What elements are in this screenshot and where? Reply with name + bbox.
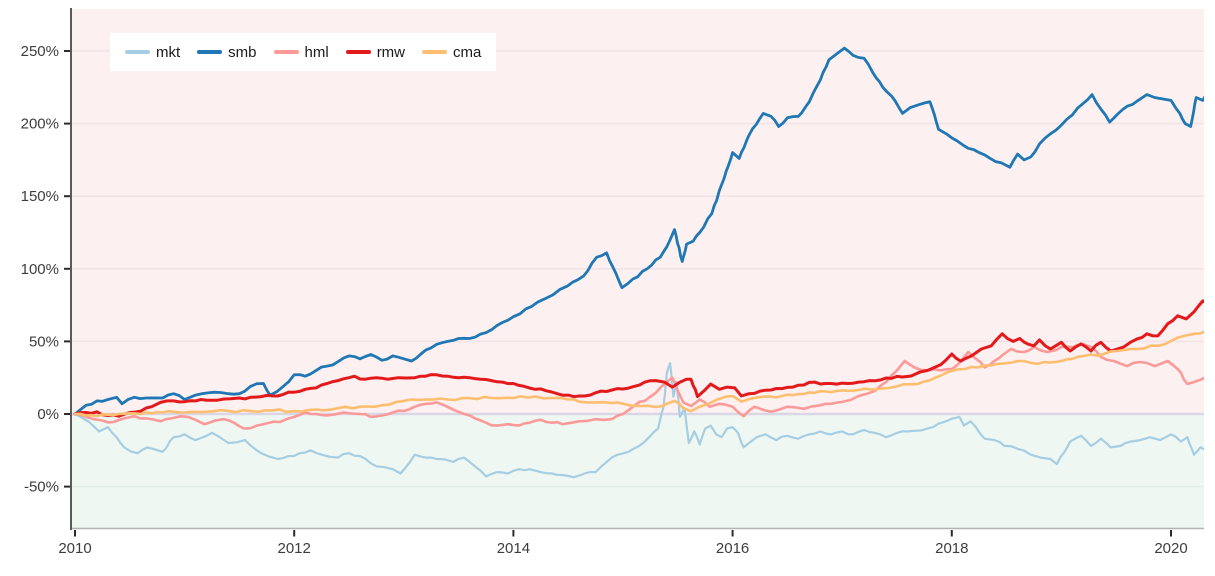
legend-key-line-rmw	[345, 50, 371, 54]
legend-key-line-cma	[422, 50, 448, 54]
y-axis-label: 200%	[21, 116, 59, 133]
x-axis-label: 2018	[935, 540, 968, 557]
y-axis-label: -50%	[24, 479, 59, 496]
series-lines	[73, 46, 1204, 479]
legend-label: hml	[304, 43, 329, 61]
series-line-smb	[73, 46, 1204, 416]
legend-label: mkt	[156, 43, 181, 61]
panel-positive-region	[72, 9, 1204, 414]
y-axis-label: 150%	[21, 188, 59, 205]
legend-label: smb	[228, 43, 257, 61]
panel-negative-region	[72, 414, 1204, 529]
y-axis-label: 50%	[29, 333, 59, 350]
y-axis-label: 100%	[21, 261, 59, 278]
y-axis-label: 0%	[37, 406, 59, 423]
legend-label: cma	[453, 43, 482, 61]
legend-key-line-smb	[197, 50, 223, 54]
series-line-rmw	[73, 299, 1204, 418]
y-axis-label: 250%	[21, 43, 59, 60]
legend-key-line-hml	[273, 50, 299, 54]
legend-key-line-mkt	[125, 50, 150, 54]
legend-item-mkt: mkt	[125, 45, 180, 60]
legend-item-smb: smb	[197, 43, 257, 61]
x-axis-label: 2010	[58, 540, 91, 557]
series-line-cma	[73, 330, 1204, 418]
y-axis: 250% 200% 150% 100% 50% 0% -50%	[21, 43, 70, 496]
series-line-hml	[73, 343, 1204, 430]
x-axis-label: 2020	[1154, 540, 1187, 557]
x-axis-label: 2014	[497, 540, 530, 557]
series-line-mkt	[73, 362, 1204, 479]
legend-item-cma: cma	[422, 45, 481, 60]
x-axis-label: 2016	[716, 540, 749, 557]
x-axis: 2010 2012 2014 2016 2018 2020	[58, 530, 1188, 557]
x-axis-label: 2012	[278, 540, 311, 557]
chart-legend: mkt smb hml rmw cma	[110, 33, 497, 71]
legend-item-hml: hml	[273, 43, 329, 61]
legend-item-rmw: rmw	[345, 43, 406, 61]
legend-label: rmw	[376, 43, 406, 61]
